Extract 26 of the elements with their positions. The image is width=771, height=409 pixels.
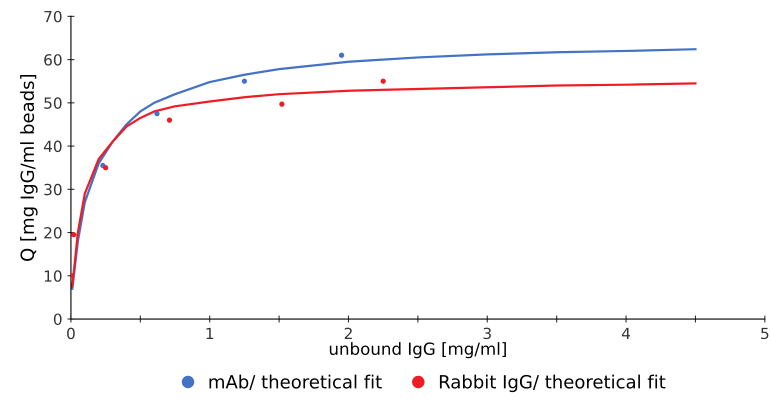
x-tick-label: 2 bbox=[344, 328, 352, 339]
point bbox=[242, 78, 248, 84]
point bbox=[166, 118, 172, 123]
point bbox=[279, 102, 284, 107]
legend-label: mAb/ theoretical fit bbox=[210, 374, 382, 390]
y-tick-label: 0 bbox=[54, 313, 62, 326]
y-tick-label: 40 bbox=[44, 140, 62, 152]
y-tick-label: 70 bbox=[44, 10, 62, 22]
x-tick-label: 5 bbox=[761, 328, 768, 340]
point bbox=[71, 232, 76, 238]
x-tick-label: 0 bbox=[67, 328, 75, 340]
y-tick-label: 60 bbox=[44, 54, 62, 66]
x-tick-label: 4 bbox=[622, 328, 630, 339]
point bbox=[154, 111, 160, 116]
legend-label: Rabbit IgG/ theoretical fit bbox=[440, 374, 666, 392]
x-axis-title: unbound IgG [mg/ml] bbox=[330, 342, 506, 358]
x-tick-label: 1 bbox=[206, 328, 214, 339]
y-tick-label: 30 bbox=[44, 184, 62, 196]
y-tick-label: 20 bbox=[44, 227, 62, 239]
point bbox=[338, 52, 344, 58]
x-tick-label: 3 bbox=[484, 328, 491, 340]
point bbox=[380, 78, 386, 84]
y-axis-title: Q [mg IgG/ml beads] bbox=[20, 74, 38, 261]
y-tick-label: 10 bbox=[44, 270, 62, 282]
y-tick-label: 50 bbox=[44, 97, 62, 109]
point bbox=[103, 165, 108, 170]
